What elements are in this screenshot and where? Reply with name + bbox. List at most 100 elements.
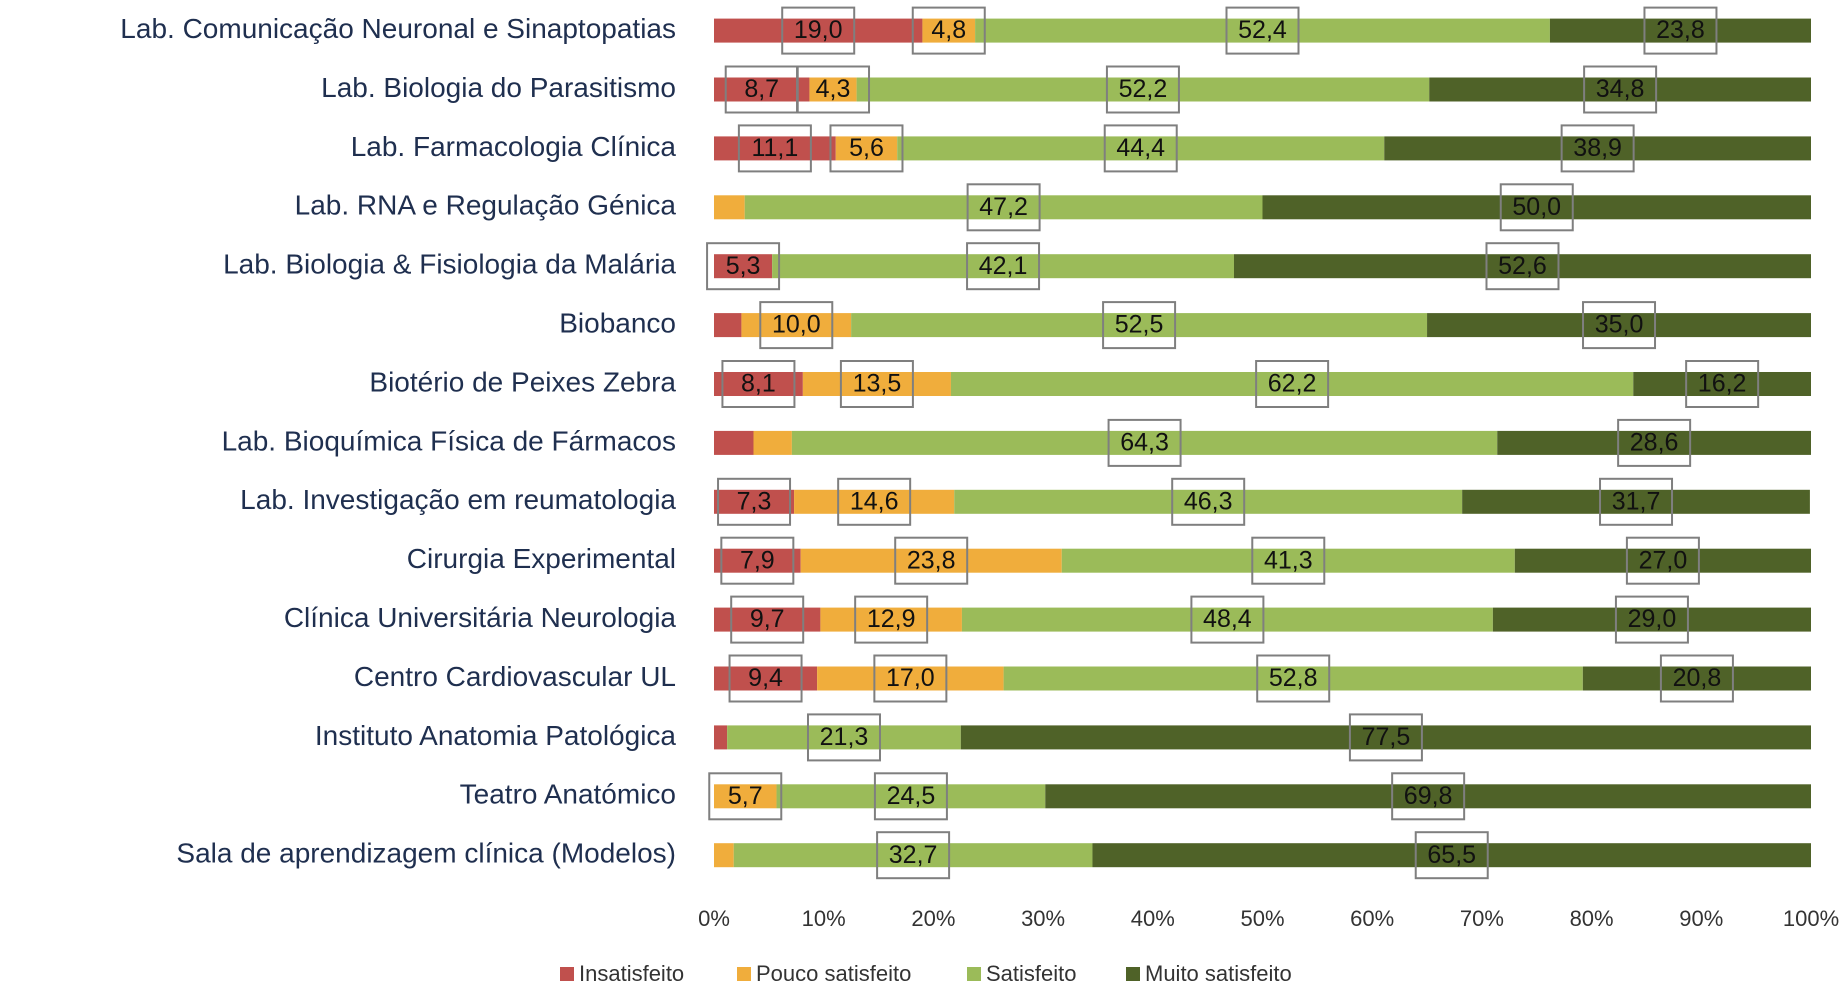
data-label: 11,1	[751, 134, 798, 162]
bar-segment	[1384, 136, 1811, 161]
label-box	[894, 536, 969, 585]
category-label: Lab. Biologia & Fisiologia da Malária	[223, 249, 676, 280]
label-box	[720, 536, 795, 585]
bar-segment	[772, 254, 1234, 279]
category-label: Lab. RNA e Regulação Génica	[295, 190, 677, 221]
data-label: 23,8	[1656, 16, 1705, 44]
data-label: 7,9	[740, 546, 775, 574]
bar-segment	[1633, 372, 1811, 396]
bar-segment	[714, 843, 734, 868]
bar-segment	[1262, 195, 1811, 220]
bar-segment	[802, 372, 951, 396]
label-box	[829, 124, 904, 173]
data-label: 52,8	[1269, 664, 1318, 692]
data-label: 62,2	[1268, 370, 1317, 398]
data-label: 34,8	[1596, 75, 1645, 103]
data-label: 48,4	[1203, 605, 1252, 633]
label-box	[1255, 360, 1330, 408]
bar-segment	[1549, 18, 1811, 43]
label-box	[854, 595, 929, 644]
label-box	[966, 183, 1041, 232]
label-box	[717, 477, 792, 526]
bar-segment	[714, 254, 773, 279]
bar-segment	[1582, 666, 1811, 691]
data-label: 23,8	[907, 546, 956, 574]
data-label: 12,9	[867, 605, 916, 633]
bar-segment	[714, 489, 795, 514]
data-label: 52,6	[1498, 252, 1547, 280]
data-label: 50,0	[1512, 193, 1561, 221]
x-tick-label: 90%	[1679, 906, 1723, 931]
data-label: 28,6	[1630, 429, 1679, 457]
label-box	[806, 713, 881, 762]
label-box	[708, 772, 783, 821]
x-tick-label: 100%	[1783, 906, 1839, 931]
label-box	[721, 360, 796, 408]
data-label: 14,6	[850, 487, 899, 515]
label-box	[781, 6, 856, 55]
label-box	[1582, 301, 1657, 350]
data-label: 38,9	[1573, 134, 1622, 162]
data-label: 69,8	[1404, 782, 1453, 810]
data-label: 20,8	[1673, 664, 1722, 692]
x-tick-label: 40%	[1131, 906, 1175, 931]
bar-segment	[800, 548, 1062, 573]
label-box	[966, 242, 1041, 291]
data-label: 31,7	[1612, 487, 1661, 515]
data-label: 32,7	[889, 841, 938, 869]
label-box	[1190, 595, 1265, 644]
bar-segment	[714, 548, 801, 573]
bar-segment	[714, 666, 818, 691]
data-label: 44,4	[1116, 134, 1165, 162]
bar-segment	[794, 489, 955, 514]
data-label: 16,2	[1698, 370, 1747, 398]
category-label: Sala de aprendizagem clínica (Modelos)	[176, 838, 676, 869]
label-box	[873, 772, 948, 821]
label-box	[839, 360, 914, 408]
label-box	[837, 477, 912, 526]
data-label: 77,5	[1362, 723, 1411, 751]
label-box	[873, 654, 948, 703]
label-box	[1391, 772, 1466, 821]
label-box	[876, 831, 951, 880]
bar-segment	[791, 430, 1498, 455]
data-label: 35,0	[1595, 311, 1644, 339]
data-label: 64,3	[1120, 429, 1169, 457]
bar-segment	[922, 18, 976, 43]
label-box	[1103, 124, 1178, 173]
data-label: 41,3	[1264, 546, 1313, 574]
bar-segment	[714, 313, 742, 338]
bar-segment	[714, 136, 836, 161]
data-label: 8,1	[741, 370, 776, 398]
legend-label: Insatisfeito	[579, 961, 684, 986]
category-label: Teatro Anatómico	[460, 779, 676, 810]
label-box	[1560, 124, 1635, 173]
data-label: 21,3	[820, 723, 869, 751]
x-tick-label: 30%	[1021, 906, 1065, 931]
bar-segment	[714, 195, 745, 220]
data-label: 46,3	[1184, 487, 1233, 515]
bar-segment	[714, 372, 803, 396]
data-label: 42,1	[979, 252, 1028, 280]
bar-segment	[1497, 430, 1811, 455]
bar-segment	[1462, 489, 1810, 514]
label-box	[1225, 6, 1300, 55]
bar-segment	[809, 77, 857, 102]
data-label: 10,0	[772, 311, 821, 339]
bar-segment	[835, 136, 898, 161]
bar-segment	[856, 77, 1430, 102]
bar-segment	[744, 195, 1263, 220]
label-box	[728, 654, 803, 703]
category-label: Instituto Anatomia Patológica	[315, 720, 677, 751]
label-box	[1614, 595, 1689, 644]
legend-label: Muito satisfeito	[1145, 961, 1292, 986]
bar-segment	[1092, 843, 1811, 868]
bar-segment	[733, 843, 1093, 868]
label-box	[1617, 418, 1692, 467]
data-label: 5,6	[849, 134, 884, 162]
bar-segment	[820, 607, 962, 632]
legend-swatch	[967, 967, 981, 981]
label-box	[1102, 301, 1177, 350]
category-label: Clínica Universitária Neurologia	[284, 602, 677, 633]
